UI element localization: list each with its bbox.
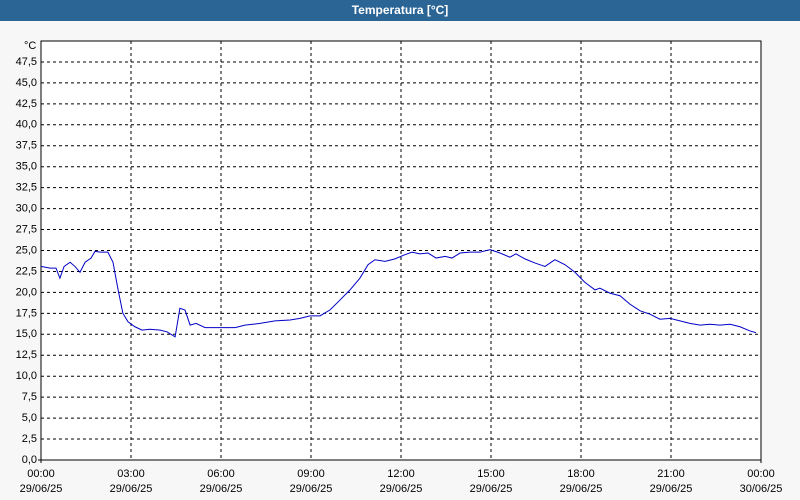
- x-tick-label: 00:00 29/06/25: [19, 468, 63, 495]
- x-tick-label: 21:00 29/06/25: [649, 468, 693, 495]
- data-line: [40, 249, 757, 338]
- x-tick-label: 03:00 29/06/25: [109, 468, 153, 495]
- y-tick-label: 5,0: [22, 412, 37, 424]
- y-tick-label: 17,5: [16, 307, 37, 319]
- y-axis-label: °C: [24, 40, 36, 52]
- x-tick-label: 12:00 29/06/25: [379, 468, 423, 495]
- y-tick-label: 32,5: [16, 182, 37, 194]
- chart-title: Temperatura [°C]: [0, 0, 800, 21]
- x-tick-label: 06:00 29/06/25: [199, 468, 243, 495]
- x-tick-label: 18:00 29/06/25: [559, 468, 603, 495]
- y-tick-label: 45,0: [16, 77, 37, 89]
- y-tick-label: 37,5: [16, 140, 37, 152]
- y-tick-label: 27,5: [16, 223, 37, 235]
- y-tick-label: 35,0: [16, 161, 37, 173]
- y-tick-label: 42,5: [16, 98, 37, 110]
- y-tick-label: 12,5: [16, 349, 37, 361]
- y-tick-label: 30,0: [16, 203, 37, 215]
- y-tick-label: 15,0: [16, 328, 37, 340]
- y-tick-label: 22,5: [16, 265, 37, 277]
- y-tick-label: 0,0: [22, 454, 37, 466]
- y-tick-label: 2,5: [22, 433, 37, 445]
- x-tick-label: 15:00 29/06/25: [469, 468, 513, 495]
- y-tick-label: 40,0: [16, 119, 37, 131]
- y-tick-label: 10,0: [16, 370, 37, 382]
- y-tick-label: 47,5: [16, 56, 37, 68]
- x-tick-label: 00:00 30/06/25: [739, 468, 783, 495]
- y-tick-label: 25,0: [16, 244, 37, 256]
- x-tick-label: 09:00 29/06/25: [289, 468, 333, 495]
- y-tick-label: 20,0: [16, 286, 37, 298]
- y-tick-label: 7,5: [22, 391, 37, 403]
